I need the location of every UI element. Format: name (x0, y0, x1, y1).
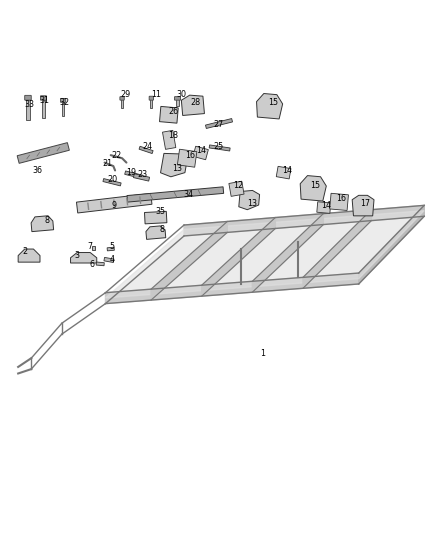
Text: 8: 8 (44, 216, 49, 225)
Polygon shape (160, 154, 187, 177)
Polygon shape (162, 131, 176, 149)
Polygon shape (239, 190, 260, 209)
Polygon shape (103, 179, 121, 186)
Polygon shape (17, 143, 69, 163)
Polygon shape (106, 211, 424, 298)
Polygon shape (177, 149, 197, 167)
Polygon shape (71, 253, 97, 263)
Text: 5: 5 (110, 243, 115, 252)
Text: 23: 23 (138, 171, 148, 179)
Polygon shape (18, 249, 40, 262)
Text: 1: 1 (260, 349, 265, 358)
Polygon shape (150, 99, 152, 108)
Text: 2: 2 (22, 247, 27, 256)
Text: 13: 13 (173, 164, 183, 173)
Polygon shape (96, 262, 104, 266)
Text: 3: 3 (74, 251, 80, 260)
FancyBboxPatch shape (174, 96, 180, 100)
Text: 14: 14 (197, 146, 207, 155)
Polygon shape (107, 247, 114, 251)
Polygon shape (146, 226, 166, 239)
Polygon shape (125, 171, 143, 179)
Polygon shape (303, 209, 371, 288)
Text: 26: 26 (168, 107, 178, 116)
Polygon shape (121, 99, 123, 108)
Text: 17: 17 (360, 199, 370, 208)
Text: 21: 21 (102, 159, 113, 168)
FancyBboxPatch shape (120, 96, 124, 100)
Text: 34: 34 (184, 190, 194, 199)
Text: 28: 28 (190, 98, 200, 107)
Text: 16: 16 (336, 195, 346, 203)
Polygon shape (77, 193, 152, 213)
Text: 25: 25 (214, 142, 224, 151)
Text: 16: 16 (186, 151, 196, 160)
Polygon shape (193, 146, 208, 160)
Polygon shape (26, 99, 29, 120)
Text: 12: 12 (233, 181, 244, 190)
Polygon shape (151, 222, 227, 300)
Text: 24: 24 (142, 142, 152, 151)
Text: 22: 22 (111, 151, 121, 160)
Polygon shape (300, 175, 326, 201)
Polygon shape (42, 99, 45, 118)
Polygon shape (276, 166, 291, 179)
Text: 14: 14 (282, 166, 292, 175)
Polygon shape (209, 145, 230, 151)
FancyBboxPatch shape (149, 96, 153, 100)
Polygon shape (359, 205, 424, 284)
Polygon shape (257, 93, 283, 119)
Polygon shape (330, 193, 349, 211)
Text: 11: 11 (151, 90, 161, 99)
Polygon shape (127, 187, 224, 202)
Text: 30: 30 (177, 90, 187, 99)
FancyBboxPatch shape (60, 99, 66, 102)
Polygon shape (352, 195, 374, 216)
Text: 9: 9 (112, 201, 117, 210)
Polygon shape (181, 95, 205, 116)
Text: 6: 6 (90, 260, 95, 269)
Polygon shape (92, 246, 95, 250)
Text: 29: 29 (120, 90, 130, 99)
Text: 20: 20 (107, 175, 117, 184)
Text: 13: 13 (247, 199, 257, 208)
Polygon shape (62, 101, 64, 116)
Text: 15: 15 (268, 98, 279, 107)
Text: 7: 7 (88, 243, 93, 252)
FancyBboxPatch shape (40, 96, 46, 100)
Polygon shape (252, 214, 323, 292)
Polygon shape (176, 99, 179, 106)
Text: 33: 33 (24, 100, 34, 109)
Text: 35: 35 (155, 207, 165, 216)
Polygon shape (229, 181, 244, 196)
Polygon shape (202, 217, 276, 296)
Text: 14: 14 (321, 201, 331, 210)
Polygon shape (205, 118, 233, 128)
Text: 4: 4 (110, 255, 114, 264)
Text: 19: 19 (127, 168, 137, 177)
Polygon shape (159, 107, 178, 123)
Polygon shape (106, 273, 359, 304)
Text: 27: 27 (214, 120, 224, 129)
Polygon shape (31, 216, 53, 232)
Text: 31: 31 (39, 96, 49, 105)
Text: 15: 15 (310, 181, 320, 190)
Polygon shape (317, 202, 331, 213)
Polygon shape (145, 212, 167, 224)
Text: 8: 8 (160, 225, 165, 234)
Polygon shape (184, 205, 424, 236)
Text: 32: 32 (59, 98, 69, 107)
Polygon shape (134, 174, 150, 181)
Polygon shape (104, 257, 114, 263)
FancyBboxPatch shape (25, 95, 31, 100)
Text: 36: 36 (33, 166, 43, 175)
Text: 18: 18 (168, 131, 178, 140)
Polygon shape (139, 146, 153, 154)
